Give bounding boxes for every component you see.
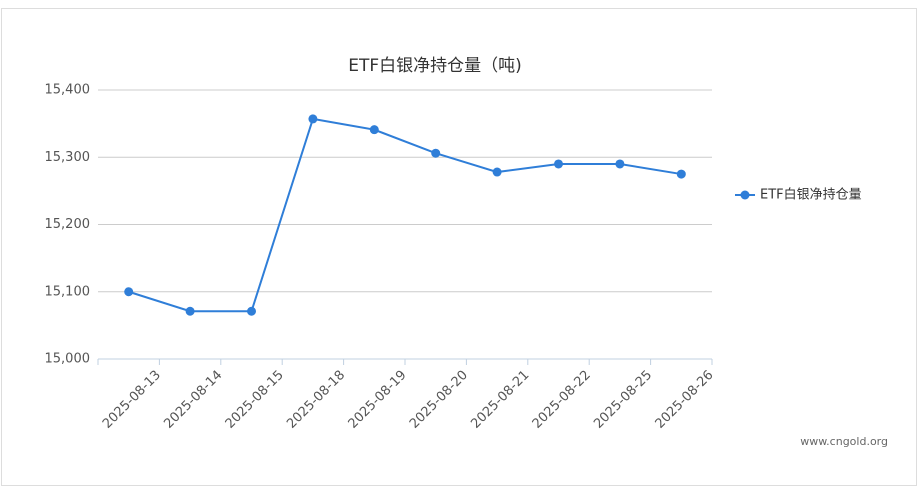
point xyxy=(615,159,625,169)
y-tick-label: 15,000 xyxy=(45,352,91,367)
legend-marker xyxy=(740,190,750,200)
frame xyxy=(1,8,917,486)
point xyxy=(124,287,134,297)
point xyxy=(554,159,563,169)
point xyxy=(431,148,441,158)
chart-title: ETF白银净持仓量（吨) xyxy=(348,56,522,76)
watermark: www.cngold.org xyxy=(800,435,888,448)
point xyxy=(185,306,195,316)
point xyxy=(369,125,379,135)
line xyxy=(128,117,682,313)
y-tick-label: 15,300 xyxy=(45,150,91,165)
point xyxy=(247,306,256,316)
y-tick-label: 15,400 xyxy=(45,83,91,98)
point xyxy=(308,114,318,124)
point xyxy=(492,167,502,177)
y-tick-label: 15,200 xyxy=(45,217,91,232)
point xyxy=(676,169,686,179)
legend-label: ETF白银净持仓量 xyxy=(760,187,862,203)
y-tick-label: 15,100 xyxy=(45,284,91,299)
